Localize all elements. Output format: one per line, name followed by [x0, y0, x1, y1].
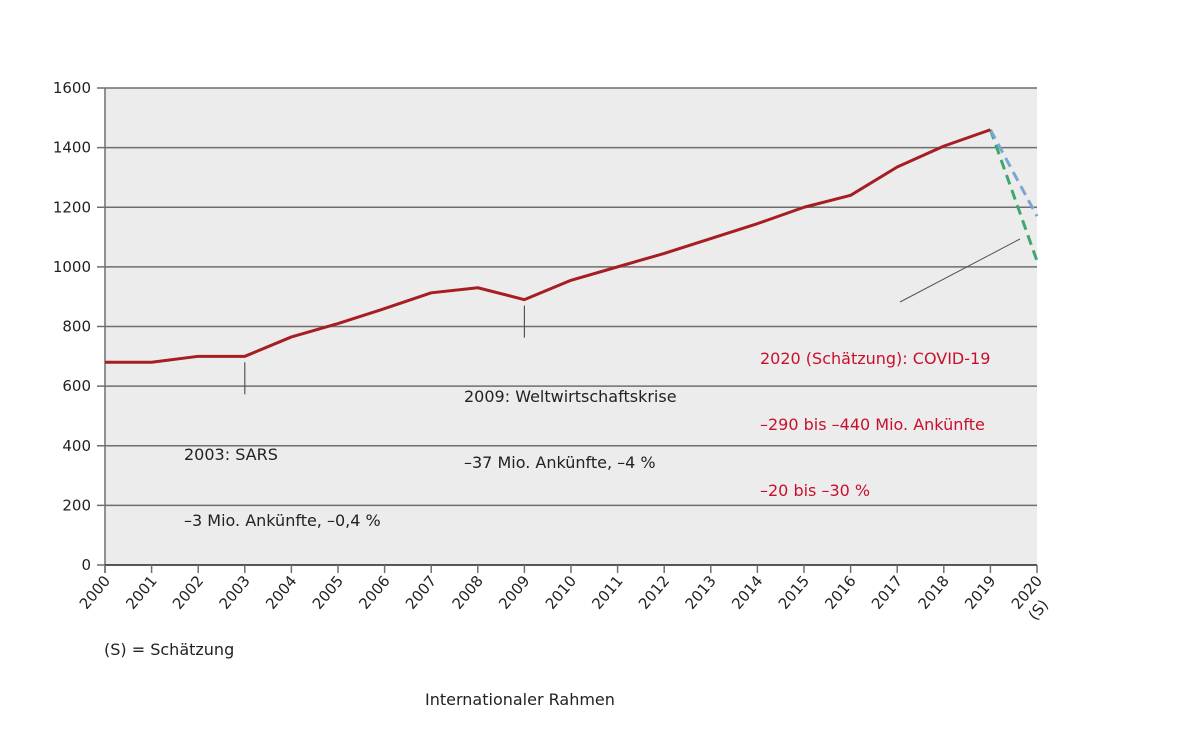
annotation-line: 2009: Weltwirtschaftskrise: [464, 387, 677, 406]
series-line: [105, 128, 991, 364]
x-tick-label: 2016: [821, 572, 859, 613]
y-tick-label: 200: [62, 496, 91, 514]
annotation-leader: [899, 238, 1021, 303]
y-tick-label: 400: [62, 437, 91, 455]
x-tick-label: 2006: [355, 572, 393, 613]
x-tick-label: 2003: [216, 572, 254, 613]
annotation-line: –3 Mio. Ankünfte, –0,4 %: [184, 511, 381, 530]
annotation-sars: 2003: SARS –3 Mio. Ankünfte, –0,4 %: [184, 400, 381, 554]
series-line: [989, 129, 1039, 217]
x-tick-label: 2007: [402, 572, 440, 613]
annotation-line: –290 bis –440 Mio. Ankünfte: [760, 415, 985, 434]
x-tick-label: 2019: [961, 572, 999, 613]
x-tick-label: 2004: [262, 572, 300, 613]
caption: Internationaler Rahmen: [425, 690, 615, 709]
annotation-line: –20 bis –30 %: [760, 481, 871, 500]
annotation-financial-crisis: 2009: Weltwirtschaftskrise –37 Mio. Ankü…: [464, 342, 677, 496]
x-tick-label: 2018: [915, 572, 953, 613]
x-tick-label: 2012: [635, 572, 673, 613]
x-tick-label: 2011: [588, 572, 626, 613]
annotation-line: 2003: SARS: [184, 445, 278, 464]
x-tick-label: 2005: [309, 572, 347, 613]
y-tick-label: 600: [62, 377, 91, 395]
x-tick-label: 2009: [495, 572, 533, 613]
x-tick-label: 2008: [449, 572, 487, 613]
annotation-line: –37 Mio. Ankünfte, –4 %: [464, 453, 656, 472]
x-tick-label: 2017: [868, 572, 906, 613]
y-tick-label: 800: [62, 318, 91, 336]
y-tick-label: 0: [81, 556, 91, 574]
x-tick-label: 2001: [122, 572, 160, 613]
y-tick-label: 1000: [53, 258, 91, 276]
x-tick-label: 2010: [542, 572, 580, 613]
y-tick-label: 1200: [53, 198, 91, 216]
annotation-covid: 2020 (Schätzung): COVID-19 –290 bis –440…: [760, 304, 990, 524]
y-tick-label: 1600: [53, 79, 91, 97]
x-tick-label: 2015: [775, 572, 813, 613]
x-tick-label: 2000: [76, 572, 114, 613]
y-tick-label: 1400: [53, 139, 91, 157]
annotation-line: 2020 (Schätzung): COVID-19: [760, 349, 991, 368]
series-line: [988, 129, 1039, 262]
x-tick-label: 2013: [682, 572, 720, 613]
x-tick-label: 2002: [169, 572, 207, 613]
x-tick-label: 2014: [728, 572, 766, 613]
footnote: (S) = Schätzung: [104, 640, 235, 659]
